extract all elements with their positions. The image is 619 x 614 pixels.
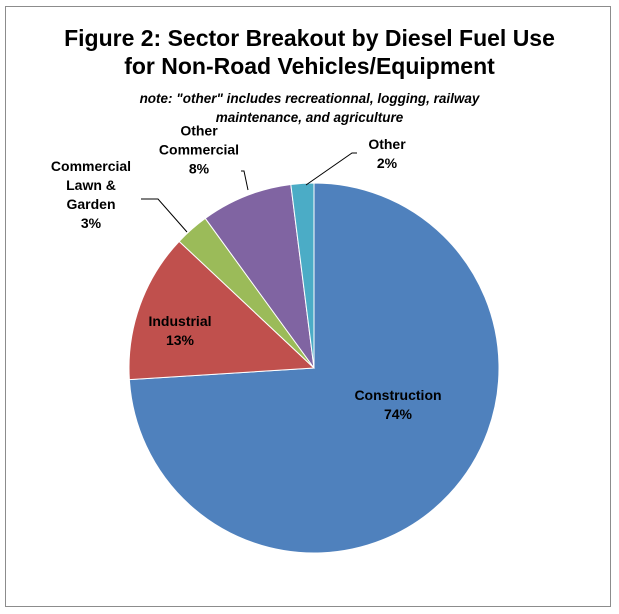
data-label-category: Commercial (51, 158, 131, 174)
data-label-category: Industrial (148, 313, 211, 329)
leader-line (141, 198, 188, 233)
pie-slice-other (290, 182, 315, 369)
data-label-value: 13% (166, 332, 195, 348)
data-label-category: Construction (354, 387, 441, 403)
data-label-value: 3% (81, 215, 102, 231)
data-label-value: 74% (384, 406, 413, 422)
data-label-category: Other (180, 123, 218, 139)
chart-subtitle: note: "other" includes recreationnal, lo… (139, 91, 480, 106)
data-label-category: Lawn & (66, 177, 116, 193)
chart-subtitle-line2: maintenance, and agriculture (215, 110, 404, 125)
pie-slice-other-commercial (204, 183, 315, 369)
chart-title-line2: for Non-Road Vehicles/Equipment (124, 53, 495, 79)
data-label-value: 2% (377, 155, 398, 171)
leader-line (305, 152, 357, 186)
data-label-category: Garden (66, 196, 115, 212)
data-label-value: 8% (189, 161, 210, 177)
chart-title: Figure 2: Sector Breakout by Diesel Fuel… (64, 25, 555, 51)
pie-slice-industrial (128, 240, 316, 381)
leader-line (241, 170, 249, 191)
data-label-category: Other (368, 136, 406, 152)
data-label-category: Commercial (159, 142, 239, 158)
